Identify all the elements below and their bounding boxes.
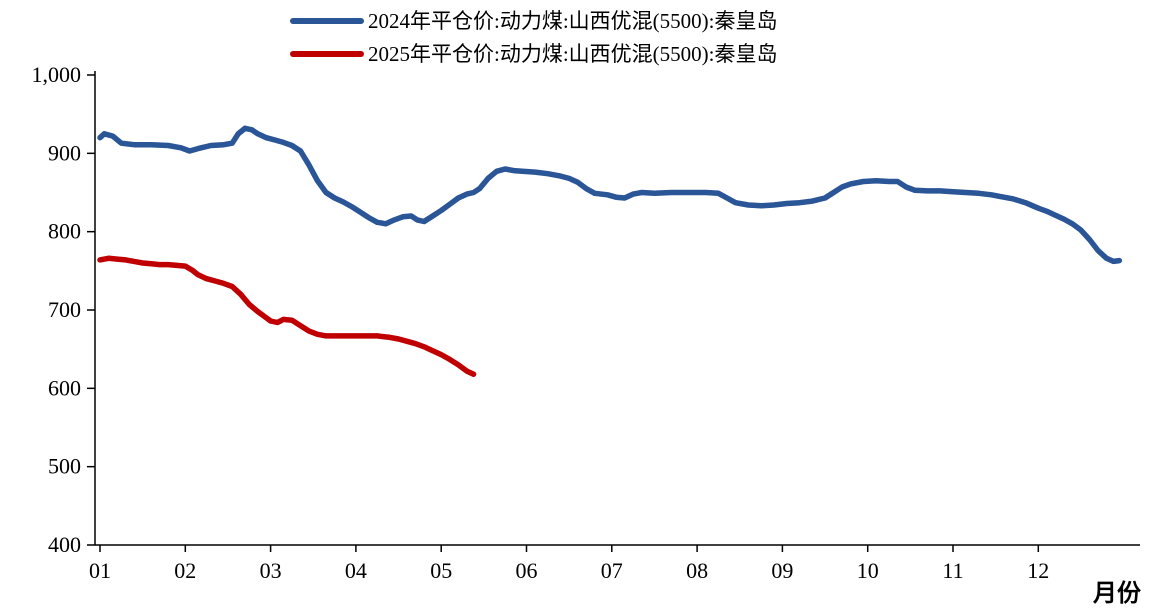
x-axis-title: 月份 xyxy=(1093,581,1141,607)
x-tick-label: 04 xyxy=(345,558,367,583)
x-tick-label: 11 xyxy=(942,558,963,583)
x-tick-label: 12 xyxy=(1027,558,1049,583)
y-tick-label: 400 xyxy=(48,532,81,557)
x-tick-label: 09 xyxy=(771,558,793,583)
legend-label-2025: 2025年平仓价:动力煤:山西优混(5500):秦皇岛 xyxy=(368,41,778,66)
legend-swatch-2025-line xyxy=(290,51,364,57)
x-tick-label: 05 xyxy=(430,558,452,583)
x-tick-label: 06 xyxy=(516,558,538,583)
legend-item-2025: 2025年平仓价:动力煤:山西优混(5500):秦皇岛 xyxy=(290,39,778,69)
series-line-2025 xyxy=(97,255,477,377)
y-tick-label: 1,000 xyxy=(32,62,82,87)
x-tick-label: 10 xyxy=(857,558,879,583)
y-tick-label: 600 xyxy=(48,375,81,400)
series-line-2024 xyxy=(97,125,1123,265)
y-tick-label: 800 xyxy=(48,219,81,244)
y-tick-label: 700 xyxy=(48,297,81,322)
legend-label-2024: 2024年平仓价:动力煤:山西优混(5500):秦皇岛 xyxy=(368,8,778,33)
x-tick-label: 02 xyxy=(174,558,196,583)
x-tick-label: 08 xyxy=(686,558,708,583)
y-tick-label: 900 xyxy=(48,140,81,165)
legend-swatch-2024-line xyxy=(290,18,364,24)
x-tick-label: 01 xyxy=(89,558,111,583)
x-tick-label: 03 xyxy=(260,558,282,583)
legend: 2024年平仓价:动力煤:山西优混(5500):秦皇岛 2025年平仓价:动力煤… xyxy=(290,6,778,69)
y-tick-label: 500 xyxy=(48,454,81,479)
x-tick-label: 07 xyxy=(601,558,623,583)
legend-item-2024: 2024年平仓价:动力煤:山西优混(5500):秦皇岛 xyxy=(290,6,778,36)
